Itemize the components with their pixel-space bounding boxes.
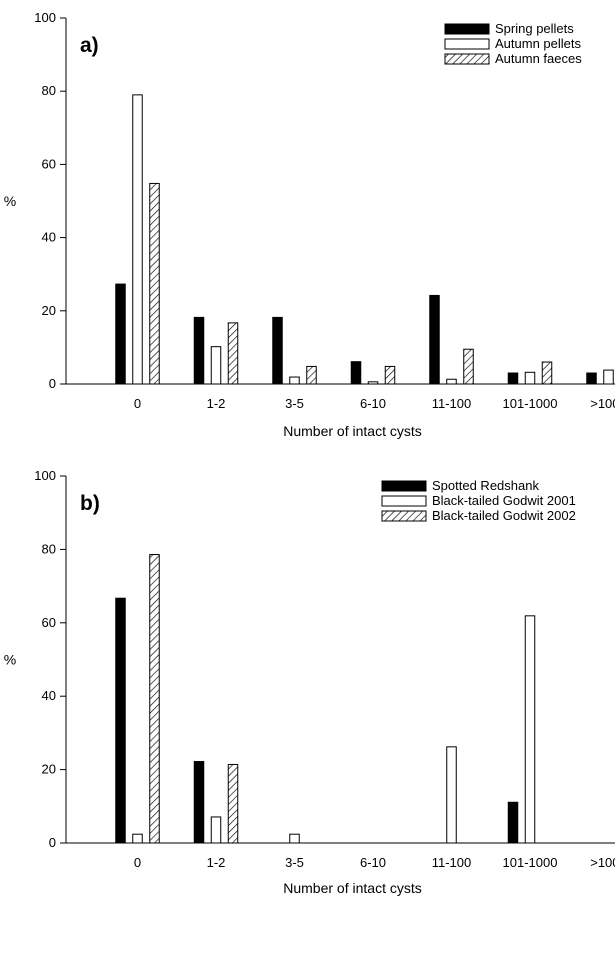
legend-label: Black-tailed Godwit 2001 <box>432 493 576 508</box>
bar <box>115 597 126 844</box>
y-tick-label: 40 <box>42 688 56 703</box>
legend-swatch <box>381 510 427 522</box>
legend-swatch <box>444 53 490 65</box>
x-tick-label: 11-100 <box>432 396 472 411</box>
bar <box>289 833 300 844</box>
x-tick-label: 101-1000 <box>503 855 558 870</box>
bar <box>384 365 396 385</box>
bar <box>227 763 239 844</box>
x-tick-label: 0 <box>134 855 141 870</box>
x-tick-label: >1000 <box>590 855 615 870</box>
bar <box>586 372 597 385</box>
legend-label: Black-tailed Godwit 2002 <box>432 508 576 523</box>
x-tick-label: >1000 <box>590 396 615 411</box>
bar <box>446 746 457 844</box>
bar <box>210 346 222 385</box>
bar <box>524 371 536 385</box>
bar <box>149 182 160 385</box>
legend-label: Spring pellets <box>495 21 574 36</box>
x-tick-label: 3-5 <box>285 855 304 870</box>
panel-label: b) <box>80 492 100 515</box>
y-tick-label: 40 <box>42 230 56 245</box>
legend-swatch <box>444 38 490 50</box>
bar <box>350 361 362 385</box>
x-tick-label: 6-10 <box>360 396 386 411</box>
x-tick-label: 101-1000 <box>503 396 558 411</box>
y-tick-label: 0 <box>49 376 56 391</box>
y-axis-label: % <box>4 652 16 668</box>
bar <box>227 322 239 385</box>
y-tick-label: 60 <box>42 156 56 171</box>
x-tick-label: 0 <box>134 396 141 411</box>
legend-label: Autumn pellets <box>495 36 581 51</box>
legend-label: Spotted Redshank <box>432 478 539 493</box>
y-tick-label: 20 <box>42 303 56 318</box>
x-tick-label: 1-2 <box>207 855 226 870</box>
legend-swatch <box>381 495 427 507</box>
bar <box>272 316 283 385</box>
bar <box>429 294 440 385</box>
x-tick-label: 11-100 <box>432 855 472 870</box>
bar <box>463 348 474 385</box>
bar <box>367 381 379 385</box>
bar <box>210 816 222 844</box>
bar <box>507 801 519 844</box>
panel-label: a) <box>80 34 99 57</box>
bar <box>524 615 536 844</box>
bar <box>507 372 519 385</box>
bar <box>193 761 205 844</box>
bar <box>446 378 457 385</box>
legend-swatch <box>381 480 427 492</box>
x-tick-label: 6-10 <box>360 855 386 870</box>
y-tick-label: 60 <box>42 615 56 630</box>
y-tick-label: 80 <box>42 541 56 556</box>
y-tick-label: 80 <box>42 83 56 98</box>
x-tick-label: 3-5 <box>285 396 304 411</box>
y-tick-label: 20 <box>42 762 56 777</box>
chart-panel-a: 0 20 40 60 80 100% a) 0 1-2 3-5 6-10 11-100 101-1000… <box>4 10 615 439</box>
legend-label: Autumn faeces <box>495 51 582 66</box>
y-tick-label: 100 <box>34 468 56 483</box>
bar <box>132 94 143 385</box>
x-axis-label: Number of intact cysts <box>283 880 422 896</box>
x-tick-label: 1-2 <box>207 396 226 411</box>
y-tick-label: 0 <box>49 835 56 850</box>
bar <box>603 369 614 385</box>
bar <box>306 365 317 385</box>
bar <box>132 833 143 844</box>
legend-swatch <box>444 23 490 35</box>
y-axis-label: % <box>4 193 16 209</box>
chart-panel-b: 0 20 40 60 80 100% b) 0 1-2 3-5 6-10 11-100 101-1000… <box>4 468 615 896</box>
bar <box>193 316 205 385</box>
x-axis-label: Number of intact cysts <box>283 423 422 439</box>
y-tick-label: 100 <box>34 10 56 25</box>
bar <box>541 361 553 385</box>
bar <box>149 554 160 844</box>
bar <box>289 376 300 385</box>
bar <box>115 283 126 385</box>
